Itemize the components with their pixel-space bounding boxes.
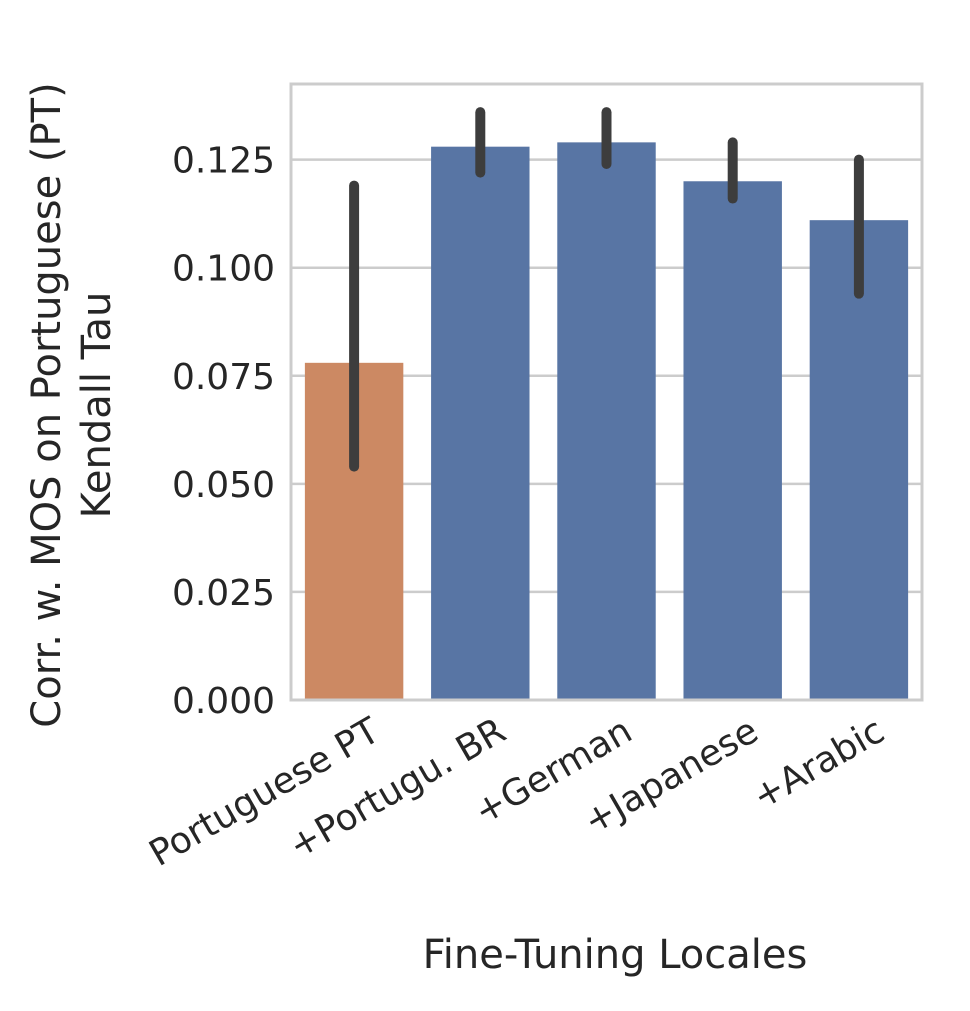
y-tick-label: 0.025 (172, 573, 275, 614)
bars-layer (304, 142, 909, 701)
error-bars-layer (349, 107, 864, 472)
x-tick-label: +Portugu. BR (282, 710, 513, 867)
y-tick-label: 0.050 (172, 465, 275, 506)
y-tick-label: 0.100 (172, 249, 275, 290)
axes-layer (289, 82, 924, 702)
bar (431, 146, 530, 701)
bar (557, 142, 656, 700)
y-axis-label: Corr. w. MOS on Portuguese (PT) Kendall … (24, 82, 120, 727)
x-tick-label: +Arabic (746, 710, 891, 818)
y-tick-label: 0.125 (172, 141, 275, 182)
y-axis-label-line-1: Corr. w. MOS on Portuguese (PT) (24, 82, 70, 727)
y-tick-label: 0.000 (172, 681, 275, 722)
y-axis-label-line-2: Kendall Tau (74, 292, 120, 519)
plot-frame (289, 82, 924, 702)
bar (809, 220, 909, 700)
x-axis-label: Fine-Tuning Locales (423, 932, 808, 978)
y-tick-label: 0.075 (172, 357, 275, 398)
bar (683, 181, 782, 700)
